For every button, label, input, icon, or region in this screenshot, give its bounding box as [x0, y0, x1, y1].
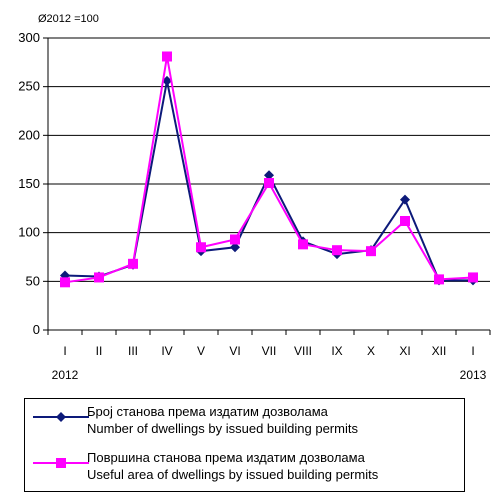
data-point-square: [298, 239, 308, 249]
data-point-square: [400, 216, 410, 226]
legend-swatch-useful-area: [33, 456, 89, 470]
x-tick-label: VII: [262, 344, 277, 358]
x-year-label: 2013: [460, 368, 487, 382]
x-tick-label: III: [128, 344, 138, 358]
y-tick-label: 50: [26, 273, 40, 288]
x-tick-label: XI: [399, 344, 410, 358]
y-tick-label: 200: [18, 127, 40, 142]
data-point-square: [230, 234, 240, 244]
chart-note: Ø2012 =100: [38, 13, 99, 25]
x-tick-label: IV: [161, 344, 172, 358]
legend-label-dwellings-line2: Number of dwellings by issued building p…: [87, 420, 358, 437]
x-tick-label: X: [367, 344, 375, 358]
legend-label-dwellings: Број станова према издатим дозволама Num…: [87, 403, 358, 437]
x-tick-label: VI: [229, 344, 240, 358]
y-tick-label: 150: [18, 176, 40, 191]
legend-item-dwellings: Број станова према издатим дозволама Num…: [25, 401, 464, 441]
x-tick-label: I: [471, 344, 474, 358]
data-point-square: [332, 245, 342, 255]
data-point-square: [128, 259, 138, 269]
legend-label-useful-area-line1: Површина станова према издатим дозволама: [87, 449, 378, 466]
legend-label-useful-area: Површина станова према издатим дозволама…: [87, 449, 378, 483]
x-tick-label: XII: [432, 344, 447, 358]
data-point-square: [94, 272, 104, 282]
chart-area: Ø2012 =100 0 50 100 150 200 250 300 I II III IV V VI V…: [0, 0, 492, 395]
x-tick-label: IX: [331, 344, 342, 358]
data-point-square: [264, 178, 274, 188]
y-tick-label: 250: [18, 79, 40, 94]
data-point-square: [366, 246, 376, 256]
data-point-square: [196, 242, 206, 252]
y-tick-label: 0: [33, 322, 40, 337]
legend-label-useful-area-line2: Useful area of dwellings by issued build…: [87, 466, 378, 483]
y-tick-label: 300: [18, 30, 40, 45]
data-point-square: [468, 272, 478, 282]
x-tick-label: I: [63, 344, 66, 358]
x-tick-label: VIII: [294, 344, 312, 358]
data-point-square: [162, 51, 172, 61]
x-tick-label: V: [197, 344, 205, 358]
data-point-square: [60, 277, 70, 287]
x-year-label: 2012: [52, 368, 79, 382]
legend-item-useful-area: Површина станова према издатим дозволама…: [25, 447, 464, 487]
legend-label-dwellings-line1: Број станова према издатим дозволама: [87, 403, 358, 420]
x-tick-label: II: [96, 344, 103, 358]
series-line-2: [65, 56, 473, 282]
legend-swatch-dwellings: [33, 410, 89, 424]
y-tick-label: 100: [18, 225, 40, 240]
data-point-square: [434, 274, 444, 284]
legend: Број станова према издатим дозволама Num…: [24, 398, 465, 492]
